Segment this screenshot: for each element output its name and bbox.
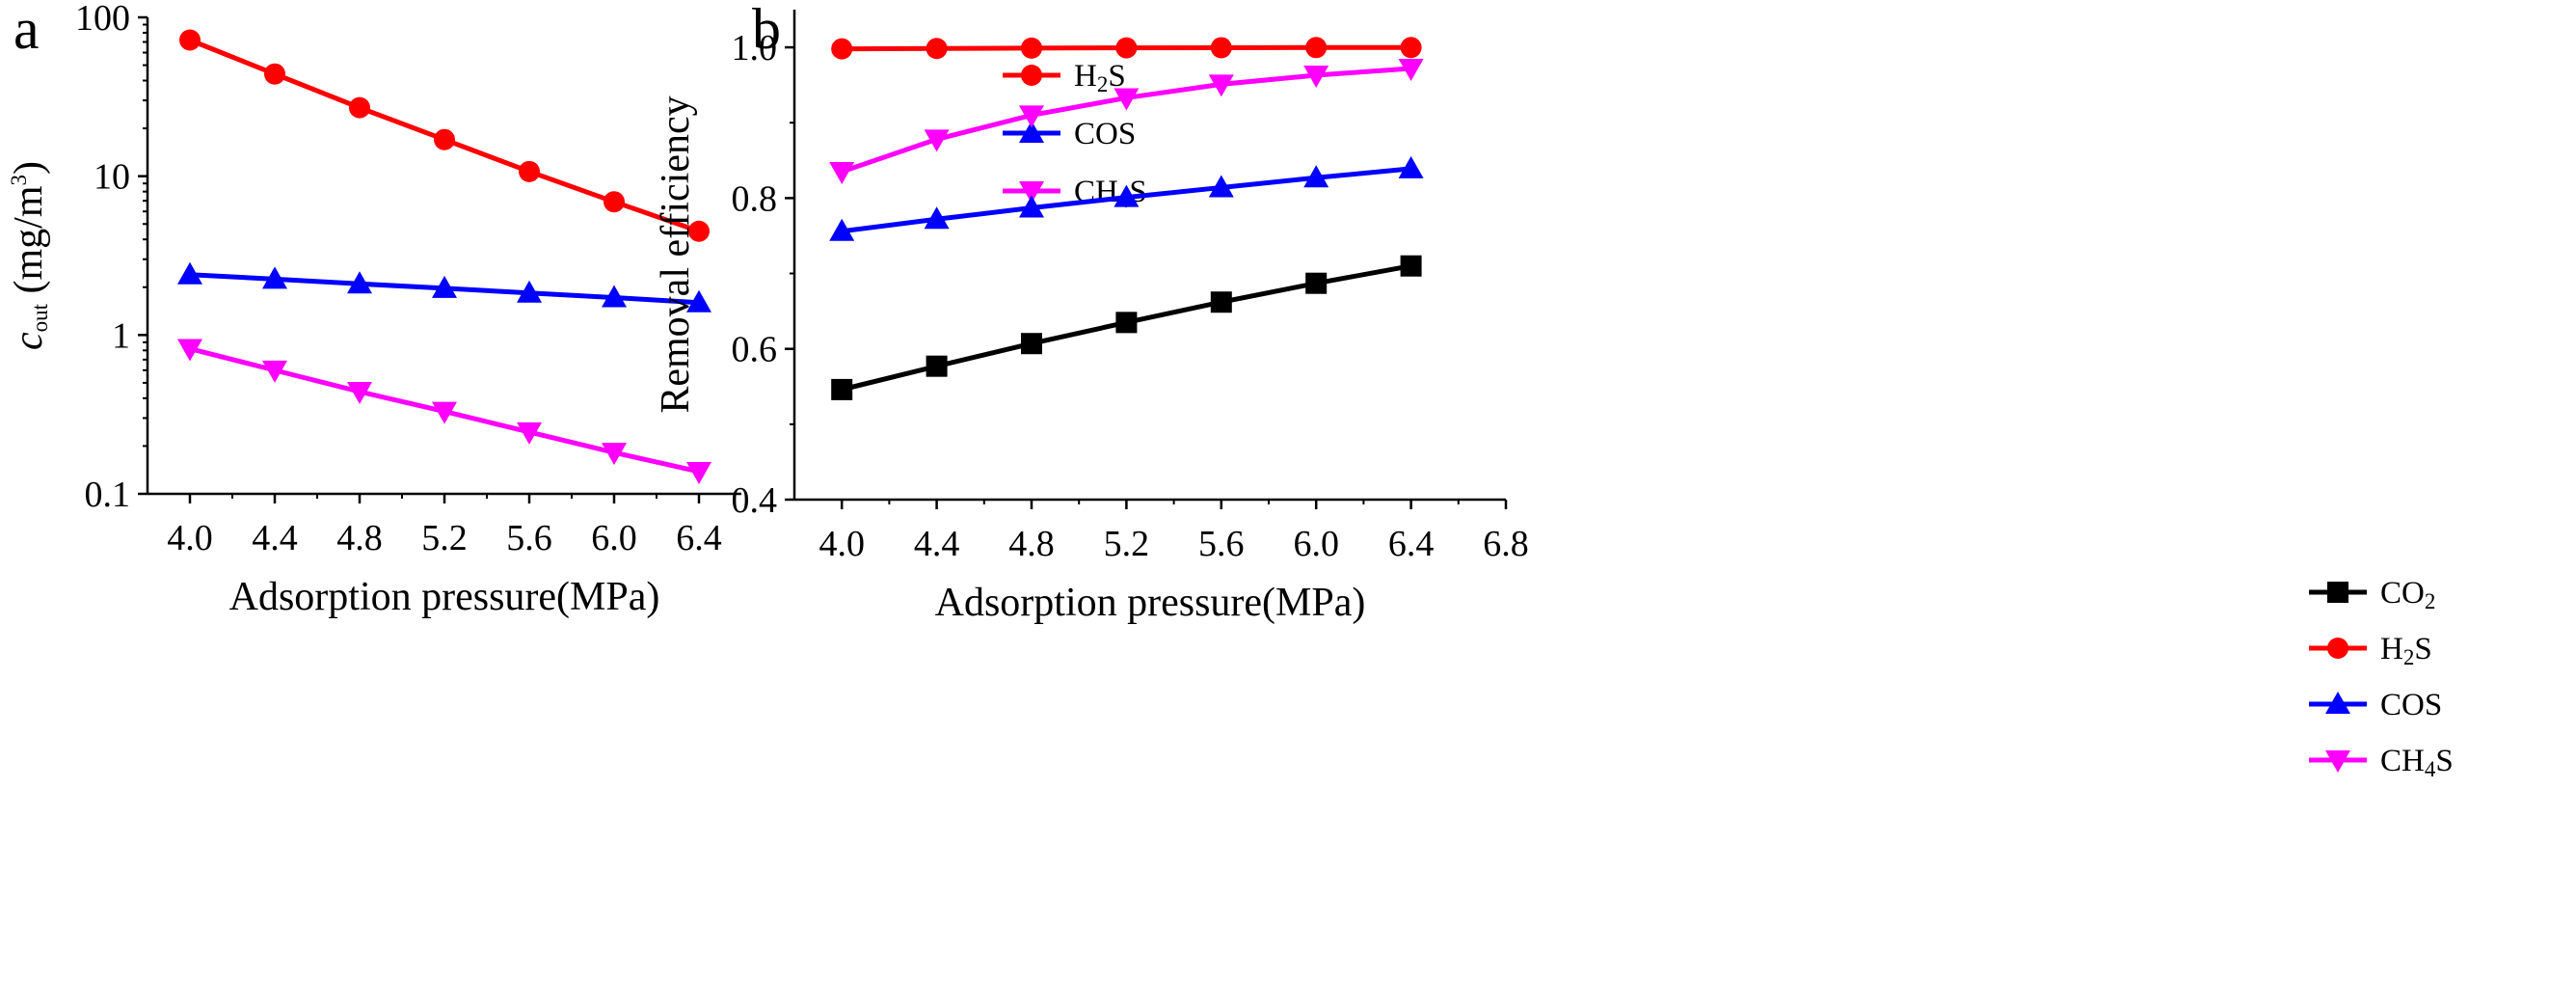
- panel-letter-a: a: [13, 0, 40, 61]
- legend-marker-h2s: [2327, 638, 2348, 659]
- y-tick-label: 0.4: [732, 480, 778, 521]
- data-point-ch4s: [1114, 88, 1140, 111]
- data-point-ch4s: [1019, 105, 1044, 128]
- legend-marker-h2s: [1021, 65, 1042, 86]
- data-point-cos: [262, 266, 287, 289]
- x-tick-label: 5.2: [421, 518, 468, 558]
- data-point-ch4s: [829, 162, 855, 185]
- chart-panel-b: b 4.0 4.4 4.8 5.2 5.6 6.0 6.4 6.8 0.4 0.6 0.8 1.0 Ads…: [654, 0, 2454, 781]
- data-point-co2: [1305, 272, 1328, 294]
- data-point-ch4s: [1398, 58, 1424, 81]
- data-point-h2s: [688, 220, 710, 242]
- data-point-ch4s: [1303, 65, 1329, 88]
- y-axis-label: Removal efficiency: [654, 95, 698, 413]
- data-point-cos: [1208, 175, 1234, 198]
- data-point-cos: [1398, 155, 1424, 178]
- x-axis-label: Adsorption pressure(MPa): [229, 575, 660, 619]
- data-point-cos: [432, 275, 457, 298]
- data-point-co2: [1115, 312, 1138, 334]
- x-tick-label: 5.2: [1104, 524, 1150, 564]
- y-tick-label: 1.0: [732, 28, 778, 68]
- x-tick-label: 6.0: [591, 518, 637, 558]
- data-point-ch4s: [517, 421, 542, 445]
- data-point-h2s: [434, 128, 455, 150]
- y-tick-label: 100: [75, 0, 130, 39]
- legend-label-co2: CO2: [2380, 576, 2435, 613]
- data-point-cos: [686, 289, 711, 313]
- data-point-cos: [177, 261, 202, 285]
- y-tick-label: 0.6: [732, 330, 778, 370]
- legend-label-cos: COS: [1074, 117, 1136, 151]
- y-tick-label: 0.8: [732, 178, 778, 219]
- data-point-cos: [347, 271, 372, 294]
- legend-label-h2s: H2S: [2380, 632, 2432, 669]
- x-tick-label: 4.8: [1008, 524, 1055, 564]
- legend-marker-ch4s: [2325, 750, 2350, 773]
- data-point-h2s: [179, 29, 201, 51]
- legend-marker-cos: [2325, 692, 2350, 714]
- data-point-ch4s: [347, 382, 372, 405]
- data-point-co2: [831, 378, 853, 400]
- x-tick-label: 4.0: [167, 518, 213, 558]
- legend-label-h2s: H2S: [1074, 59, 1126, 96]
- data-point-h2s: [519, 160, 540, 182]
- x-tick-label: 5.6: [506, 518, 552, 558]
- data-point-cos: [602, 285, 627, 308]
- data-point-ch4s: [686, 461, 711, 484]
- legend-label-cos: COS: [2380, 688, 2442, 722]
- data-point-ch4s: [602, 443, 627, 466]
- data-point-cos: [829, 218, 855, 241]
- x-tick-label: 6.0: [1293, 524, 1339, 564]
- legend-marker-ch4s: [1019, 181, 1044, 204]
- legend: CO2 H2S COS CH4S: [2309, 576, 2454, 781]
- data-point-ch4s: [924, 129, 950, 152]
- data-point-co2: [1400, 255, 1422, 277]
- x-tick-label: 6.8: [1483, 524, 1529, 564]
- x-tick-label: 4.8: [336, 518, 383, 558]
- x-tick-label: 4.4: [252, 518, 298, 558]
- data-point-cos: [517, 280, 542, 303]
- data-point-ch4s: [432, 401, 457, 424]
- data-point-h2s: [349, 96, 370, 119]
- data-point-h2s: [1021, 37, 1042, 59]
- data-point-cos: [1303, 165, 1329, 188]
- data-point-h2s: [1305, 37, 1328, 59]
- data-point-cos: [1114, 184, 1140, 207]
- panel-letter-b: b: [752, 0, 781, 61]
- data-point-h2s: [264, 63, 285, 85]
- data-point-cos: [924, 206, 950, 230]
- chart-panel-a: a 4.0 4.4 4.8 5.2 5.6 6.0 6.4 0.1 1 10 100 Adsorptio…: [7, 0, 1147, 619]
- y-axis-label: cout (mg/m3): [7, 161, 52, 350]
- data-point-h2s: [926, 38, 948, 60]
- legend-marker-co2: [2327, 582, 2348, 603]
- data-point-h2s: [1115, 37, 1138, 59]
- x-tick-label: 4.4: [914, 524, 960, 564]
- data-point-h2s: [831, 38, 853, 60]
- data-point-h2s: [1400, 37, 1422, 59]
- data-point-h2s: [1210, 37, 1232, 59]
- data-point-ch4s: [262, 360, 287, 383]
- data-point-co2: [926, 355, 948, 377]
- data-point-ch4s: [1208, 74, 1234, 97]
- legend-marker-cos: [1019, 121, 1044, 143]
- data-point-ch4s: [177, 339, 202, 362]
- data-point-co2: [1021, 333, 1042, 355]
- y-tick-label: 0.1: [85, 475, 131, 515]
- y-tick-label: 10: [94, 157, 130, 198]
- data-point-h2s: [604, 191, 625, 213]
- y-tick-label: 1: [112, 315, 130, 356]
- data-point-cos: [1019, 195, 1044, 218]
- x-axis-label: Adsorption pressure(MPa): [935, 581, 1366, 625]
- x-tick-label: 5.6: [1198, 524, 1245, 564]
- x-tick-label: 6.4: [676, 518, 722, 558]
- legend-label-ch4s: CH4S: [2380, 744, 2454, 781]
- data-point-co2: [1210, 291, 1232, 313]
- x-tick-label: 4.0: [818, 524, 865, 564]
- x-tick-label: 6.4: [1388, 524, 1435, 564]
